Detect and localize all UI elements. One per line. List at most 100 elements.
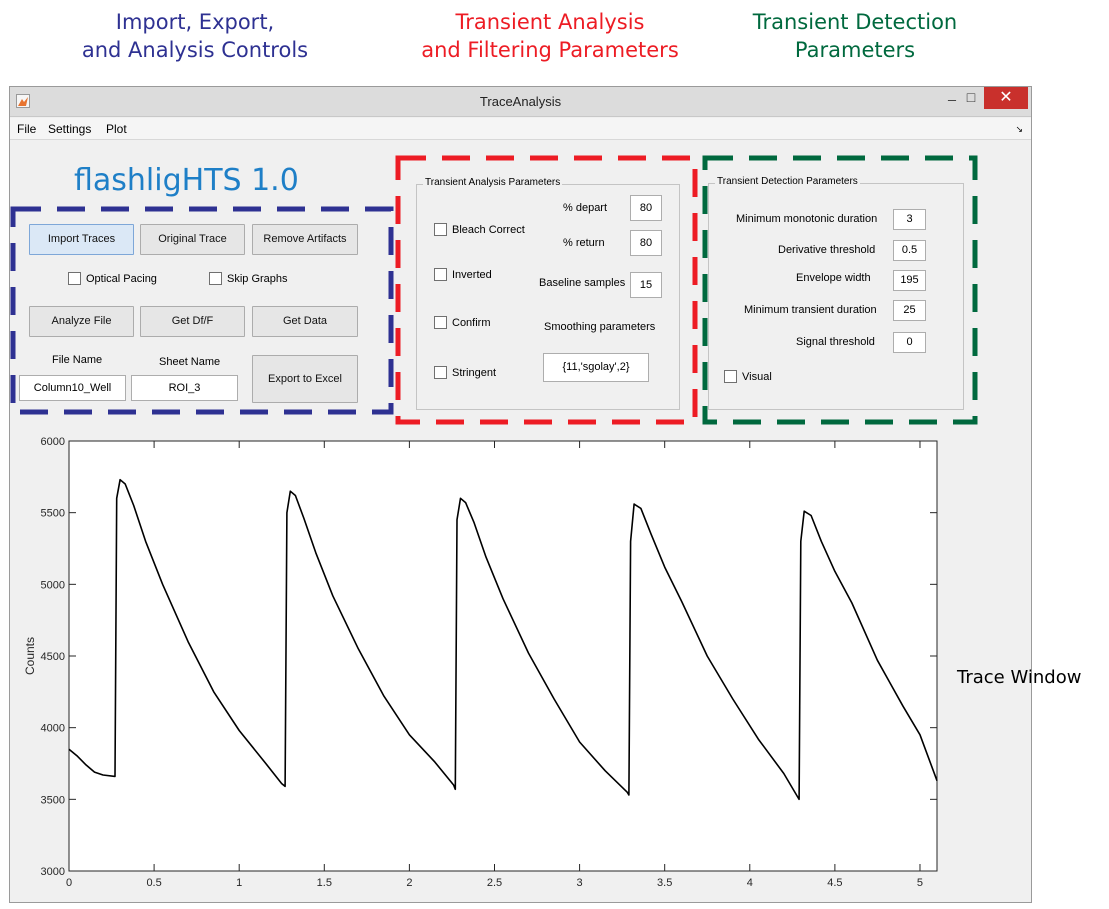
minimize-button[interactable]: _ (948, 85, 956, 101)
matlab-app-icon (16, 94, 30, 108)
y-tick-label: 6000 (41, 436, 65, 448)
pct-depart-input[interactable]: 80 (630, 195, 662, 221)
y-tick-label: 5000 (41, 579, 65, 591)
min-transient-label: Minimum transient duration (744, 304, 877, 316)
caption-transient-analysis: Transient Analysis and Filtering Paramet… (385, 8, 715, 64)
visual-box[interactable] (724, 370, 737, 383)
file-name-label: File Name (52, 354, 103, 366)
stringent-box[interactable] (434, 366, 447, 379)
derivative-threshold-input[interactable]: 0.5 (893, 240, 926, 261)
y-tick-label: 3500 (41, 794, 65, 806)
x-tick-label: 4 (747, 877, 753, 889)
x-tick-label: 2 (406, 877, 412, 889)
trace-line (68, 478, 938, 801)
min-monotonic-input[interactable]: 3 (893, 209, 926, 230)
envelope-width-label: Envelope width (796, 272, 871, 284)
smoothing-parameters-input[interactable]: {11,'sgolay',2} (543, 353, 649, 382)
derivative-threshold-label: Derivative threshold (778, 244, 876, 256)
baseline-samples-label: Baseline samples (539, 277, 626, 289)
analyze-file-button[interactable]: Analyze File (29, 306, 134, 337)
inverted-checkbox[interactable]: Inverted (434, 268, 492, 281)
menu-file[interactable]: File (17, 122, 37, 136)
visual-label: Visual (742, 370, 772, 383)
caption-import-line2: and Analysis Controls (81, 38, 309, 62)
app-brand-title: flashligHTS 1.0 (74, 163, 299, 198)
y-axis-label: Counts (23, 637, 37, 675)
sheet-name-input[interactable]: ROI_3 (131, 375, 238, 401)
caption-detection-line1: Transient Detection (752, 10, 958, 34)
file-name-input[interactable]: Column10_Well (19, 375, 126, 401)
pct-depart-label: % depart (563, 202, 608, 214)
caption-detection-line2: Parameters (794, 38, 916, 62)
trace-window-label: Trace Window (957, 667, 1082, 688)
bleach-correct-label: Bleach Correct (452, 223, 525, 236)
import-controls-outline (10, 206, 394, 415)
bleach-correct-box[interactable] (434, 223, 447, 236)
min-transient-input[interactable]: 25 (893, 300, 926, 321)
original-trace-button[interactable]: Original Trace (140, 224, 245, 255)
menu-settings[interactable]: Settings (48, 122, 92, 136)
optical-pacing-label: Optical Pacing (86, 272, 157, 285)
transient-analysis-outline (395, 155, 698, 425)
pct-return-label: % return (563, 237, 605, 249)
transient-analysis-panel: Transient Analysis Parameters Bleach Cor… (416, 177, 680, 410)
skip-graphs-checkbox[interactable]: Skip Graphs (209, 272, 288, 285)
pct-return-input[interactable]: 80 (630, 230, 662, 256)
envelope-width-input[interactable]: 195 (893, 270, 926, 291)
y-tick-label: 5500 (41, 508, 65, 520)
caption-transient-detection: Transient Detection Parameters (725, 8, 985, 64)
skip-graphs-label: Skip Graphs (227, 272, 288, 285)
x-tick-label: 1 (236, 877, 242, 889)
export-to-excel-button[interactable]: Export to Excel (252, 355, 358, 403)
stringent-checkbox[interactable]: Stringent (434, 366, 496, 379)
caption-transient-line2: and Filtering Parameters (421, 38, 679, 62)
menu-plot[interactable]: Plot (106, 122, 127, 136)
x-tick-label: 1.5 (317, 877, 332, 889)
inverted-label: Inverted (452, 268, 492, 281)
x-tick-label: 0 (66, 877, 72, 889)
x-tick-label: 0.5 (146, 877, 161, 889)
maximize-button[interactable]: □ (966, 89, 976, 105)
trace-analysis-window: TraceAnalysis _ □ ✕ File Settings Plot ↘… (9, 85, 1032, 903)
y-tick-label: 4500 (41, 651, 65, 663)
y-tick-label: 3000 (41, 866, 65, 878)
caption-import-line1: Import, Export, (115, 10, 275, 34)
optical-pacing-checkbox[interactable]: Optical Pacing (68, 272, 157, 285)
x-tick-label: 5 (917, 877, 923, 889)
transient-detection-panel: Transient Detection Parameters Minimum m… (708, 176, 964, 410)
signal-threshold-label: Signal threshold (796, 336, 875, 348)
x-tick-label: 4.5 (827, 877, 842, 889)
window-title: TraceAnalysis (479, 94, 562, 109)
bleach-correct-checkbox[interactable]: Bleach Correct (434, 223, 525, 236)
x-tick-label: 2.5 (487, 877, 502, 889)
min-monotonic-label: Minimum monotonic duration (736, 213, 878, 225)
optical-pacing-box[interactable] (68, 272, 81, 285)
remove-artifacts-button[interactable]: Remove Artifacts (252, 224, 358, 255)
title-bar[interactable]: TraceAnalysis _ □ ✕ (10, 85, 1031, 117)
transient-detection-panel-title: Transient Detection Parameters (715, 176, 860, 187)
smoothing-parameters-label: Smoothing parameters (544, 321, 656, 333)
y-tick-label: 4000 (41, 723, 65, 735)
x-tick-label: 3 (577, 877, 583, 889)
skip-graphs-box[interactable] (209, 272, 222, 285)
caption-import-controls: Import, Export, and Analysis Controls (40, 8, 350, 64)
visual-checkbox[interactable]: Visual (724, 370, 772, 383)
signal-threshold-input[interactable]: 0 (893, 332, 926, 353)
confirm-label: Confirm (452, 316, 491, 329)
confirm-box[interactable] (434, 316, 447, 329)
stringent-label: Stringent (452, 366, 497, 379)
baseline-samples-input[interactable]: 15 (630, 272, 662, 298)
caption-transient-line1: Transient Analysis (455, 10, 645, 34)
get-dff-button[interactable]: Get Df/F (140, 306, 245, 337)
import-traces-button[interactable]: Import Traces (29, 224, 134, 255)
get-data-button[interactable]: Get Data (252, 306, 358, 337)
close-button[interactable]: ✕ (984, 87, 1028, 109)
confirm-checkbox[interactable]: Confirm (434, 316, 491, 329)
transient-detection-outline (702, 155, 978, 425)
trace-chart: 0 0.5 1 1.5 2 2.5 3 3.5 4 4.5 5 3000 3500 4000 4500 500… (23, 436, 938, 889)
plot-area (68, 440, 938, 872)
dock-corner-icon[interactable]: ↘ (1015, 124, 1023, 134)
menu-bar: File Settings Plot ↘ (10, 118, 1031, 140)
inverted-box[interactable] (434, 268, 447, 281)
